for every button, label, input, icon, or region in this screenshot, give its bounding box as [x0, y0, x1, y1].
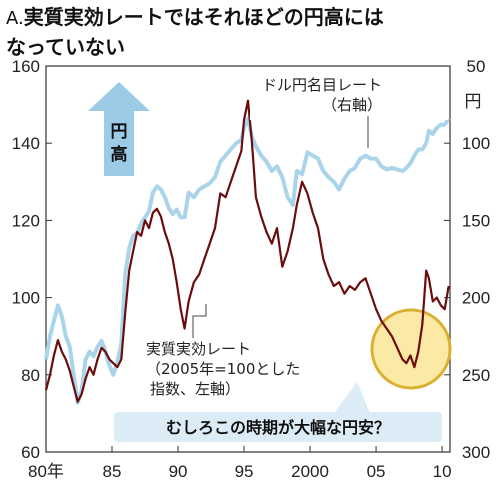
right-axis-tick-label: 200 — [462, 289, 490, 308]
x-axis-tick-label: 85 — [103, 462, 122, 481]
annotation-real: 実質実効レート （2005年=100とした 指数、左軸） — [134, 304, 352, 401]
arrow-label-2: 高 — [111, 144, 128, 165]
right-axis-tick-label: 100 — [462, 134, 490, 153]
right-axis: 50 100 150 200 250 300 — [444, 57, 490, 462]
x-axis: 80年 85 90 95 2000 05 10 — [28, 446, 452, 481]
annotation-real-line3: 指数、左軸） — [150, 380, 240, 398]
left-axis-tick-label: 140 — [12, 134, 40, 153]
left-axis: 160 140 120 100 80 60 — [12, 57, 52, 462]
x-axis-tick-label: 10 — [433, 462, 452, 481]
right-axis-tick-label: 300 — [462, 443, 490, 462]
right-axis-unit: 円 — [465, 92, 482, 111]
left-axis-tick-label: 160 — [12, 57, 40, 76]
yen-appreciation-arrow: 円 高 — [88, 82, 150, 176]
left-axis-tick-label: 60 — [21, 443, 40, 462]
chart-title-line1: A.実質実効レートではそれほどの円高には — [6, 5, 384, 29]
x-axis-tick-label: 95 — [235, 462, 254, 481]
x-axis-tick-label: 05 — [367, 462, 386, 481]
callout-pointer — [334, 382, 370, 413]
left-axis-tick-label: 80 — [21, 366, 40, 385]
arrow-label-1: 円 — [111, 122, 128, 142]
x-axis-tick-label: 80年 — [28, 462, 64, 481]
series-line-real-effective-rate — [44, 99, 450, 403]
plot-frame — [45, 65, 451, 453]
x-axis-tick-label: 2000 — [291, 462, 329, 481]
right-axis-tick-label: 150 — [462, 211, 490, 230]
right-axis-tick-label: 50 — [467, 57, 486, 76]
right-axis-tick-label: 250 — [462, 366, 490, 385]
callout: むしろこの時期が大幅な円安？ — [114, 382, 442, 442]
annotation-nominal-line2: （右軸） — [322, 96, 382, 114]
left-axis-tick-label: 100 — [12, 289, 40, 308]
callout-text: むしろこの時期が大幅な円安？ — [166, 418, 390, 437]
x-axis-tick-label: 90 — [169, 462, 188, 481]
cheap-yen-highlight-circle — [370, 308, 452, 390]
callout-box — [114, 412, 442, 442]
annotation-nominal: ドル円名目レート （右軸） — [250, 72, 448, 148]
annotation-real-line1: 実質実効レート — [146, 340, 251, 358]
chart-title-line2: なっていない — [6, 35, 125, 59]
left-axis-tick-label: 120 — [12, 211, 40, 230]
annotation-real-line2: （2005年=100とした — [146, 360, 300, 378]
annotation-real-leader — [192, 304, 207, 338]
annotation-nominal-line1: ドル円名目レート — [262, 76, 382, 94]
